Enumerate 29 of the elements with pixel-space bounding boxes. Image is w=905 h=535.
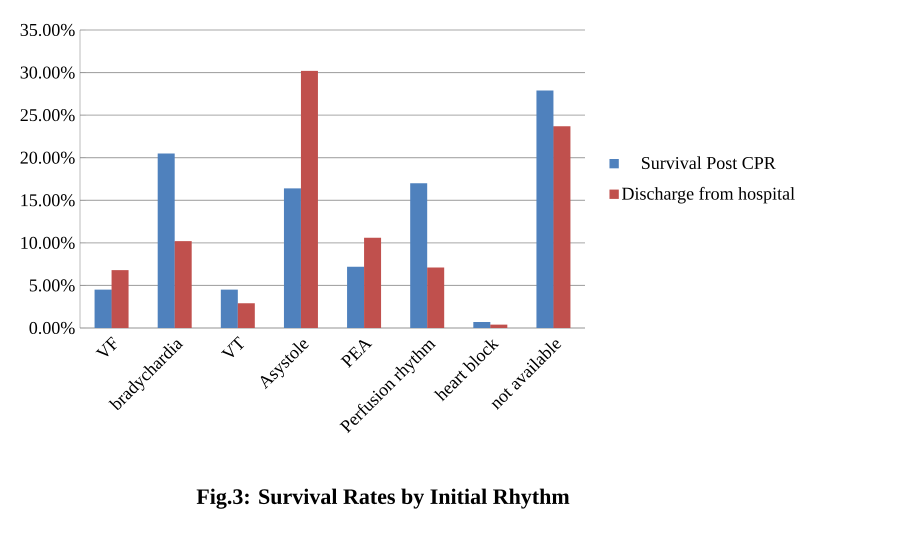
bar	[158, 153, 175, 328]
text: Fig.3: Survival Rates by Initial Rhythm	[196, 488, 570, 509]
bar	[94, 290, 112, 328]
bar	[427, 268, 444, 328]
legend-label: Discharge from hospital	[622, 186, 795, 204]
y-tick-label: 25.00%	[20, 109, 75, 122]
y-tick-label: 10.00%	[21, 236, 75, 249]
bar	[284, 188, 301, 328]
bar	[490, 324, 508, 328]
bar	[364, 238, 382, 328]
x-tick-label: VT	[220, 336, 244, 357]
bar	[410, 183, 428, 328]
bar	[174, 241, 192, 328]
bar	[300, 70, 318, 328]
bar	[347, 266, 364, 328]
y-tick-label: 20.00%	[20, 152, 75, 164]
bar	[112, 270, 129, 328]
y-tick-label: 30.00%	[20, 66, 75, 79]
bar	[473, 322, 490, 328]
y-tick-label: 15.00%	[21, 194, 75, 206]
y-tick-label: 5.00%	[30, 279, 75, 292]
y-tick-label: 0.00%	[29, 322, 75, 334]
bar	[536, 90, 554, 328]
legend-label: Survival Post CPR	[642, 156, 776, 170]
y-tick-label: 35.00%	[20, 24, 75, 36]
bar	[238, 303, 255, 328]
x-tick-label: PEA	[340, 340, 372, 368]
bar	[553, 126, 570, 328]
bar	[220, 290, 238, 328]
